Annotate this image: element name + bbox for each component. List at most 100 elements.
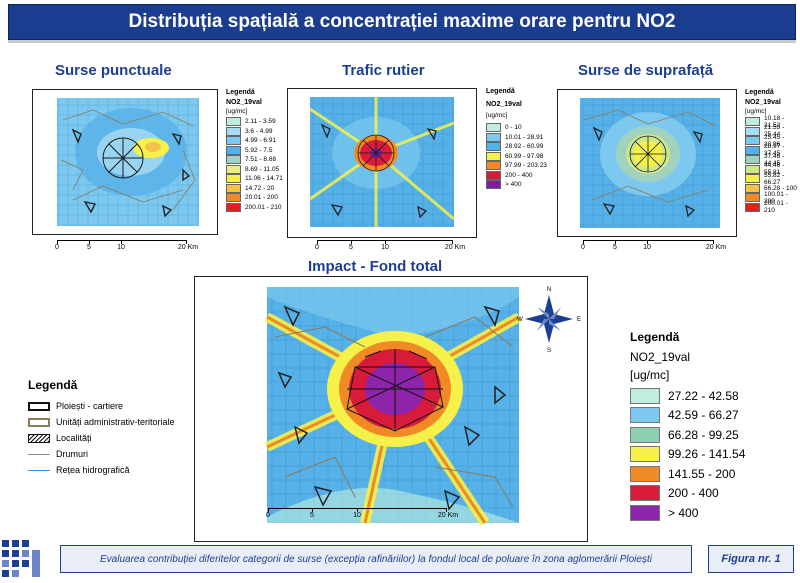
legend-unit: [ug/mc]	[226, 108, 248, 115]
legend-road-traffic: Legendă NO2_19val [ug/mc] 0 - 10 10.01 - …	[486, 88, 556, 190]
legend-class-label: 25.45 - 28.96	[764, 133, 785, 148]
map-title-point-sources: Surse punctuale	[55, 62, 172, 79]
legend-class: 14.72 - 20	[226, 183, 286, 194]
localities	[320, 123, 437, 219]
scale-bar-road-traffic: 0 5 10 20 Km	[315, 240, 465, 254]
legend-classes: 0 - 10 10.01 - 28.91 28.92 - 60.99 60.99 - …	[486, 123, 556, 190]
legend-swatch	[745, 202, 760, 212]
legend-class: 44.46 - 55.81	[745, 162, 800, 176]
road-axes	[266, 315, 520, 524]
legend-item-label: Unități administrativ-teritoriale	[56, 417, 175, 427]
legend-class: 42.59 - 66.27	[630, 406, 790, 426]
map-title-area-sources: Surse de suprafață	[578, 62, 714, 79]
legend-class: > 400	[630, 503, 790, 523]
legend-swatch	[745, 126, 760, 136]
legend-swatch	[630, 504, 660, 521]
legend-classes: 2.11 - 3.59 3.6 - 4.99 4.99 - 6.91 5.92 - 7…	[226, 117, 286, 212]
legend-class: 4.99 - 6.91	[226, 136, 286, 146]
legend-item-label: Localități	[56, 433, 92, 443]
legend-item: Unități administrativ-teritoriale	[28, 414, 198, 430]
legend-item-label: Ploiești - cartiere	[56, 401, 124, 411]
scale-label: 5	[349, 244, 353, 251]
legend-swatch	[630, 446, 660, 463]
legend-swatch	[226, 164, 241, 174]
localities	[71, 128, 191, 218]
agency-logo	[0, 538, 42, 578]
footer-text: Evaluarea contribuției diferitelor categ…	[100, 553, 652, 565]
legend-class: 0 - 10	[486, 123, 556, 133]
legend-class-label: 8.69 - 11.05	[245, 165, 280, 173]
legend-item: Drumuri	[28, 446, 198, 462]
legend-title: Legendă	[226, 89, 255, 96]
legend-swatch	[226, 193, 241, 203]
legend-class: 11.06 - 14.71	[226, 174, 286, 184]
scale-label: 0	[315, 244, 319, 251]
legend-unit: [ug/mc]	[630, 368, 670, 382]
legend-swatch	[486, 132, 501, 142]
legend-swatch	[226, 136, 241, 146]
compass-e: E	[577, 317, 581, 323]
scale-bar-area-sources: 0 5 10 20 Km	[581, 240, 726, 254]
legend-class: 60.99 - 97.98	[486, 151, 556, 162]
district-swatch	[28, 401, 50, 411]
legend-class: 28.92 - 60.99	[486, 142, 556, 152]
map-total-impact	[194, 276, 588, 542]
legend-class: 27.22 - 42.58	[630, 386, 790, 406]
legend-class: > 400	[486, 180, 556, 190]
legend-class-label: 2.11 - 3.59	[245, 118, 276, 126]
legend-class-label: 200 - 400	[668, 486, 719, 501]
admin-boundaries	[60, 109, 196, 211]
legend-class: 10.01 - 28.91	[486, 132, 556, 143]
legend-class-label: > 400	[505, 181, 522, 189]
legend-swatch	[745, 183, 760, 193]
legend-swatch	[630, 465, 660, 482]
footer-caption: Evaluarea contribuției diferitelor categ…	[60, 545, 692, 573]
city-districts	[102, 137, 144, 179]
legend-class: 97.99 - 203.23	[486, 161, 556, 171]
scale-label: 10	[117, 244, 125, 251]
legend-class: 66.28 - 100	[745, 183, 800, 194]
legend-swatch	[486, 161, 501, 171]
legend-class: 200 - 400	[486, 170, 556, 181]
city-districts	[357, 134, 395, 172]
city-districts	[346, 349, 444, 432]
legend-class-label: 28.92 - 60.99	[505, 143, 544, 151]
legend-class: 3.6 - 4.99	[226, 126, 286, 137]
legend-class: 21.53 - 25.44	[745, 124, 800, 138]
legend-class-label: 5.92 - 7.5	[245, 146, 273, 154]
scale-label: 0	[55, 244, 59, 251]
legend-total-impact: Legendă NO2_19val [ug/mc] 27.22 - 42.58 4…	[630, 330, 790, 523]
legend-class: 100.01 - 200	[745, 190, 800, 205]
legend-point-sources: Legendă NO2_19val [ug/mc] 2.11 - 3.59 3.6…	[226, 89, 286, 212]
admin-boundaries	[274, 316, 514, 508]
legend-class-label: 97.99 - 203.23	[505, 162, 547, 170]
legend-class: 7.51 - 8.68	[226, 155, 286, 165]
map-title-road-traffic: Trafic rutier	[342, 62, 425, 79]
legend-class-label: 7.51 - 8.68	[245, 156, 277, 164]
map-road-traffic	[287, 88, 477, 238]
legend-class: 99.26 - 141.54	[630, 445, 790, 465]
legend-class-label: 100.01 - 200	[764, 190, 788, 205]
legend-class: 141.55 - 200	[630, 464, 790, 484]
legend-swatch	[745, 136, 760, 146]
scale-label: 10	[353, 512, 361, 519]
localities	[277, 305, 507, 511]
admin-boundaries	[583, 109, 717, 203]
figure-label: Figura nr. 1	[708, 545, 794, 573]
legend-item-label: Drumuri	[56, 449, 89, 459]
title-banner: Distribuția spațială a concentrației max…	[8, 4, 796, 40]
legend-class: 66.28 - 99.25	[630, 425, 790, 445]
map-area-sources	[557, 89, 737, 237]
legend-swatch	[630, 426, 660, 443]
map-point-sources	[32, 89, 218, 235]
compass-rose-icon: N S E W	[516, 284, 582, 354]
legend-title: Legendă	[486, 88, 515, 95]
legend-swatch	[226, 202, 241, 212]
scale-label: 10	[381, 244, 389, 251]
legend-class: 55.82 - 66.27	[745, 172, 800, 186]
legend-unit: [ug/mc]	[486, 112, 508, 119]
legend-swatch	[630, 485, 660, 502]
legend-swatch	[745, 155, 760, 165]
legend-swatch	[226, 174, 241, 184]
legend-swatch	[745, 174, 760, 184]
